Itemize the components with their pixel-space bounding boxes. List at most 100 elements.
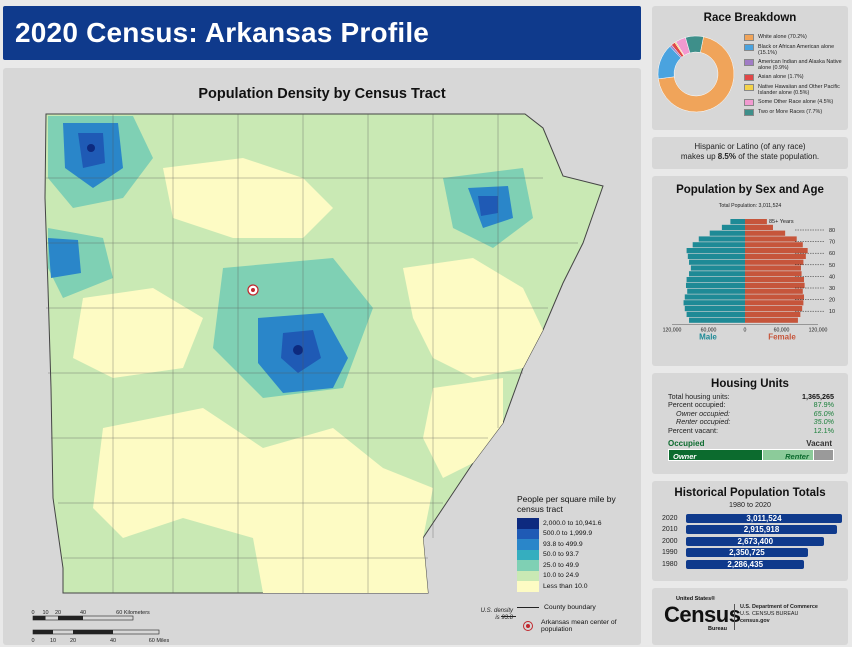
age-tick-label: 80 — [829, 228, 835, 234]
race-legend-item: Asian alone (1.7%) — [744, 74, 848, 81]
logo-top: United States® — [676, 596, 716, 602]
female-bar — [745, 306, 803, 312]
male-label: Male — [699, 332, 717, 341]
race-label: Native Hawaiian and Other Pacific Island… — [758, 84, 840, 96]
male-bar — [690, 265, 745, 271]
age-tick-label: 30 — [829, 286, 835, 292]
housing-label: Percent occupied: — [668, 400, 726, 410]
x-tick-label: 120,000 — [809, 327, 828, 333]
mean-center-icon — [523, 621, 533, 631]
housing-value: 12.1% — [813, 425, 834, 435]
scale-label: 20 — [55, 610, 61, 616]
hispanic-post: of the state population. — [735, 152, 820, 161]
department-text: U.S. Department of Commerce U.S. CENSUS … — [740, 604, 818, 625]
logo-word: Census — [664, 602, 741, 627]
male-bar — [698, 236, 745, 242]
female-bar — [745, 282, 805, 288]
race-swatch — [744, 99, 754, 106]
renter-segment: Renter — [762, 449, 814, 461]
mean-center-marker — [247, 284, 259, 296]
history-year: 2000 — [662, 537, 678, 545]
female-bar — [745, 311, 801, 317]
female-bar — [745, 230, 786, 236]
logo-divider — [734, 604, 735, 630]
scale-bar: 0 10 20 40 60 Kilometers 0 10 20 40 60 Miles — [31, 610, 169, 644]
housing-value: 87.9% — [813, 400, 834, 410]
history-bar: 3,011,524 — [686, 513, 842, 523]
race-swatch — [744, 59, 754, 66]
age-tick-label: 70 — [829, 240, 835, 246]
hispanic-panel: Hispanic or Latino (of any race) makes u… — [652, 137, 848, 169]
hispanic-pct: 8.5% — [717, 152, 736, 161]
race-swatch — [744, 34, 754, 41]
race-label: Black or African American alone (15.1%) — [758, 44, 835, 56]
scale-label: 0 — [31, 610, 34, 616]
housing-title: Housing Units — [711, 378, 789, 390]
race-swatch — [744, 109, 754, 116]
scale-label: 10 — [42, 610, 48, 616]
race-swatch — [744, 84, 754, 91]
logo-bottom: Bureau — [708, 626, 727, 632]
history-panel: Historical Population Totals 1980 to 202… — [652, 481, 848, 581]
legend-swatch — [517, 560, 539, 571]
us-density-arrow — [501, 616, 516, 617]
mean-center-label: Arkansas mean center of population — [541, 618, 617, 634]
hispanic-pre: makes up — [680, 152, 718, 161]
scale-label: 60 Kilometers — [116, 610, 150, 616]
housing-label: Percent vacant: — [668, 425, 718, 435]
x-tick-label: 60,000 — [774, 327, 790, 333]
male-bar — [685, 282, 745, 288]
race-panel: Race Breakdown White alone (70.2%) Black … — [652, 6, 848, 130]
male-bar — [689, 259, 745, 265]
female-bar — [745, 317, 798, 323]
female-bar — [745, 248, 808, 254]
male-bar — [692, 242, 745, 248]
race-label: American Indian and Alaska Native alone … — [758, 59, 842, 71]
legend-county-boundary: County boundary — [517, 604, 637, 611]
dept-line2: U.S. CENSUS BUREAU — [740, 611, 799, 617]
county-boundaries — [46, 114, 578, 593]
legend-label: 10.0 to 24.9 — [543, 572, 579, 580]
history-bar: 2,286,435 — [686, 559, 805, 569]
female-label: Female — [768, 332, 796, 341]
housing-row: Percent vacant: 12.1% — [652, 425, 848, 435]
legend-label: 2,000.0 to 10,941.6 — [543, 519, 602, 527]
history-row: 2000 2,673,400 — [662, 536, 825, 546]
age-tick-label: 40 — [829, 274, 835, 280]
legend-item: 93.8 to 499.9 — [517, 539, 637, 550]
housing-label: Renter occupied: — [676, 417, 731, 427]
legend-label: 500.0 to 1,999.9 — [543, 530, 593, 538]
male-bar — [730, 219, 745, 225]
x-tick-label: 0 — [744, 327, 747, 333]
history-row: 1990 2,350,725 — [662, 548, 808, 558]
female-bar — [745, 265, 801, 271]
history-year: 1980 — [662, 560, 678, 568]
page-title: 2020 Census: Arkansas Profile — [3, 6, 641, 60]
race-swatch — [744, 44, 754, 51]
low-density-region-central — [73, 288, 203, 378]
race-legend: White alone (70.2%) Black or African Amer… — [744, 34, 848, 119]
hispanic-line2: makes up 8.5% of the state population. — [652, 152, 848, 162]
housing-panel: Housing Units Total housing units: 1,365,… — [652, 373, 848, 474]
male-bar — [689, 271, 745, 277]
low-density-region-delta — [423, 378, 503, 478]
owner-segment: Owner — [668, 449, 763, 461]
county-boundary-label: County boundary — [544, 603, 596, 611]
female-bar — [745, 288, 803, 294]
history-subtitle: 1980 to 2020 — [729, 500, 771, 509]
hispanic-line1: Hispanic or Latino (of any race) — [694, 142, 806, 151]
male-bar — [709, 230, 745, 236]
legend-label: Less than 10.0 — [543, 582, 588, 590]
age-top-label: 85+ Years — [769, 219, 794, 225]
logo-panel: United States® Census Bureau U.S. Depart… — [652, 588, 848, 645]
male-bar — [687, 288, 745, 294]
race-label: Asian alone (1.7%) — [758, 74, 804, 80]
race-title: Race Breakdown — [703, 12, 797, 24]
female-bar — [745, 224, 773, 230]
housing-value: 35.0% — [813, 417, 834, 427]
female-bar — [745, 219, 767, 225]
race-legend-item: American Indian and Alaska Native alone … — [744, 59, 848, 71]
urban-core-dot — [293, 345, 303, 355]
female-bar — [745, 294, 805, 300]
housing-row: Total housing units: 1,365,265 — [652, 392, 848, 401]
